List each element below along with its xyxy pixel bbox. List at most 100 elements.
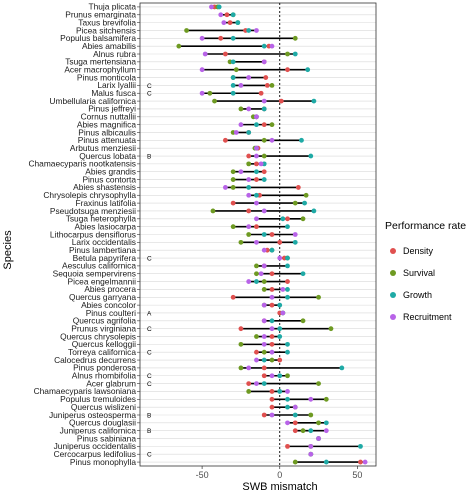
- point-growth: [261, 43, 267, 49]
- point-growth: [323, 420, 329, 426]
- point-survival: [246, 161, 252, 167]
- point-survival: [316, 381, 321, 387]
- species-label: Pseudotsuga menziesii: [50, 206, 136, 216]
- point-survival: [285, 373, 290, 379]
- point-growth: [261, 357, 267, 363]
- point-recruitment: [292, 404, 298, 410]
- point-growth: [277, 302, 283, 308]
- point-survival: [212, 98, 217, 104]
- point-recruitment: [254, 28, 259, 33]
- point-growth: [261, 381, 267, 387]
- point-survival: [261, 279, 267, 284]
- point-growth: [308, 153, 314, 159]
- point-survival: [254, 263, 259, 269]
- point-growth: [230, 90, 236, 96]
- species-label: Pinus monticola: [77, 72, 136, 82]
- species-label: Abies procera: [84, 284, 136, 294]
- point-growth: [277, 373, 283, 379]
- point-recruitment: [233, 130, 239, 135]
- species-annotation: C: [147, 452, 152, 459]
- species-label: Pinus sabiniana: [77, 433, 136, 443]
- point-recruitment: [269, 412, 275, 418]
- species-label: Alnus rhombifolia: [72, 371, 137, 381]
- point-density: [246, 381, 252, 387]
- species-label: Aesculus californica: [62, 261, 136, 271]
- point-survival: [238, 341, 244, 347]
- point-recruitment: [323, 428, 329, 434]
- species-label: Pinus jeffreyi: [88, 104, 136, 114]
- species-label: Abies magnifica: [77, 119, 136, 129]
- point-recruitment: [254, 114, 259, 120]
- point-density: [222, 51, 228, 57]
- point-recruitment: [238, 122, 244, 128]
- point-density: [269, 341, 275, 347]
- legend-swatch-recruitment: [390, 314, 396, 320]
- point-growth: [292, 412, 298, 418]
- point-recruitment: [285, 420, 290, 426]
- point-growth: [269, 247, 275, 253]
- species-label: Tsuga heterophylla: [66, 214, 137, 224]
- point-density: [277, 357, 283, 363]
- species-label: Larix lyallii: [97, 80, 136, 90]
- point-growth: [302, 200, 307, 206]
- point-growth: [323, 459, 329, 465]
- point-density: [218, 35, 224, 41]
- species-label: Arbutus menziesii: [70, 143, 136, 153]
- x-axis: -50 0 50: [196, 466, 362, 480]
- point-growth: [230, 82, 236, 88]
- legend-label-density: Density: [403, 246, 434, 256]
- point-recruitment: [280, 310, 286, 316]
- point-recruitment: [308, 396, 314, 402]
- point-density: [269, 302, 275, 308]
- species-label: Betula papyrifera: [73, 253, 137, 263]
- point-recruitment: [254, 200, 259, 206]
- point-survival: [269, 357, 275, 363]
- species-label: Juniperus occidentalis: [54, 441, 136, 451]
- point-recruitment: [246, 177, 252, 182]
- point-density: [254, 177, 259, 182]
- point-density: [295, 185, 301, 190]
- point-density: [292, 420, 298, 426]
- point-survival: [238, 365, 244, 371]
- point-survival: [292, 459, 298, 465]
- point-growth: [246, 130, 252, 135]
- point-survival: [254, 334, 259, 339]
- point-survival: [233, 67, 239, 73]
- point-recruitment: [280, 287, 286, 292]
- legend-swatch-density: [390, 248, 396, 254]
- point-survival: [230, 177, 236, 182]
- species-label: Sequoia sempervirens: [53, 269, 136, 279]
- species-annotation: A: [147, 310, 152, 317]
- species-annotation: C: [147, 255, 152, 262]
- point-recruitment: [269, 349, 275, 355]
- point-density: [224, 12, 230, 18]
- point-growth: [261, 232, 267, 237]
- point-survival: [285, 51, 290, 57]
- point-growth: [305, 67, 311, 73]
- point-density: [254, 161, 259, 167]
- point-growth: [230, 75, 236, 80]
- point-survival: [308, 412, 314, 418]
- point-survival: [254, 271, 259, 277]
- point-recruitment: [308, 443, 314, 449]
- species-label: Pinus attenuata: [78, 135, 137, 145]
- point-growth: [285, 255, 290, 261]
- point-recruitment: [238, 82, 244, 88]
- point-density: [358, 459, 363, 465]
- point-density: [258, 90, 264, 96]
- species-label: Fraxinus latifolia: [75, 198, 136, 208]
- legend: Performance rate Density Survival Growth Rec…: [385, 220, 466, 322]
- point-recruitment: [222, 185, 228, 190]
- point-survival: [316, 294, 321, 300]
- point-density: [261, 122, 267, 128]
- point-density: [269, 334, 275, 339]
- x-axis-title: SWB mismatch: [242, 481, 317, 493]
- legend-label-survival: Survival: [403, 268, 435, 278]
- point-recruitment: [261, 302, 267, 308]
- point-density: [263, 75, 269, 80]
- point-growth: [299, 137, 304, 143]
- point-recruitment: [199, 67, 205, 73]
- point-survival: [246, 389, 252, 394]
- point-growth: [277, 326, 283, 332]
